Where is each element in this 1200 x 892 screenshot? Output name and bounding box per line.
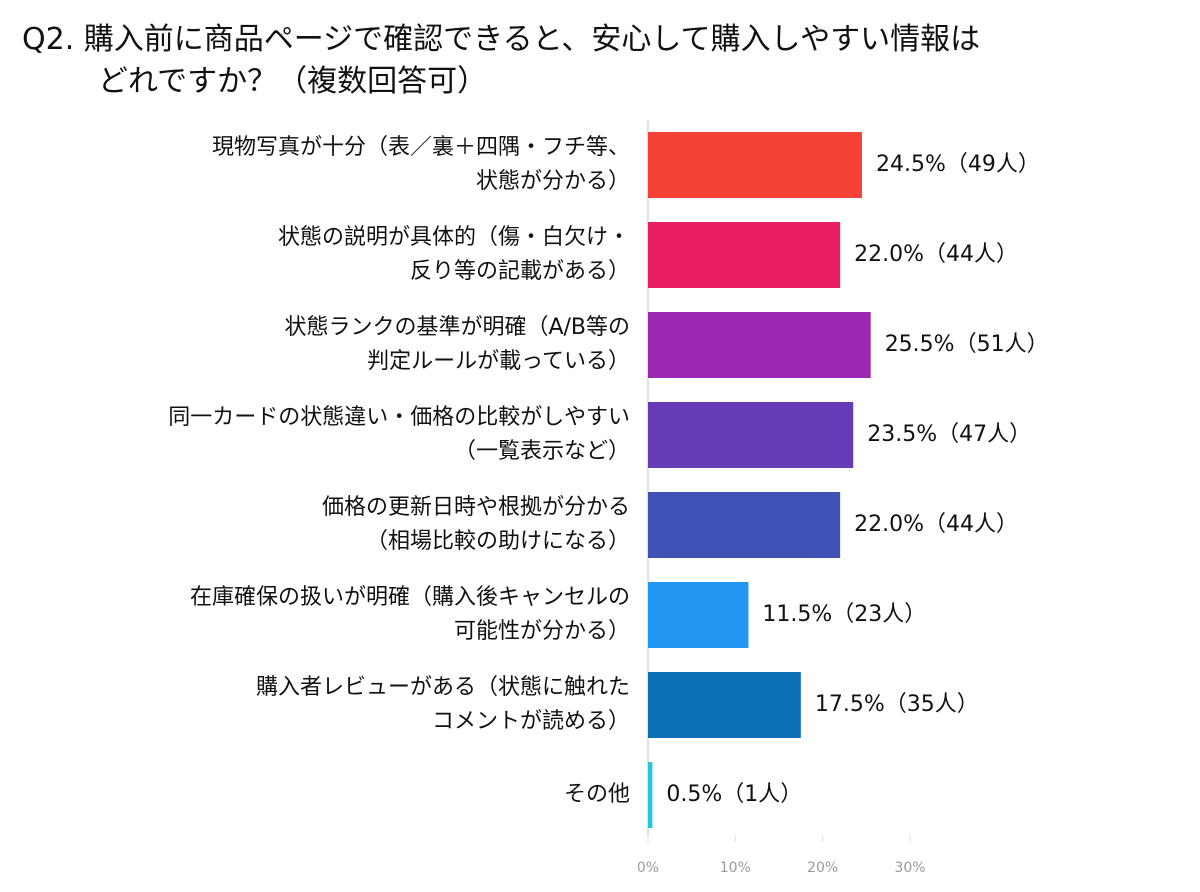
category-label: 現物写真が十分（表／裏＋四隅・フチ等、状態が分かる） bbox=[212, 135, 630, 194]
bar bbox=[648, 402, 854, 468]
value-label: 24.5%（49人） bbox=[876, 152, 1040, 177]
value-label: 23.5%（47人） bbox=[867, 422, 1031, 447]
x-tick-label: 0% bbox=[637, 860, 659, 876]
bar bbox=[648, 582, 749, 648]
bar bbox=[648, 762, 653, 828]
category-label: 同一カードの状態違い・価格の比較がしやすい（一覧表示など） bbox=[168, 405, 630, 464]
category-label: 価格の更新日時や根拠が分かる（相場比較の助けになる） bbox=[322, 495, 630, 554]
bar bbox=[648, 132, 862, 198]
x-tick-label: 10% bbox=[720, 860, 751, 876]
value-label: 22.0%（44人） bbox=[854, 242, 1018, 267]
bar bbox=[648, 672, 801, 738]
value-label: 11.5%（23人） bbox=[762, 602, 926, 627]
value-label: 17.5%（35人） bbox=[815, 692, 979, 717]
value-label: 22.0%（44人） bbox=[854, 512, 1018, 537]
value-label: 25.5%（51人） bbox=[885, 332, 1049, 357]
value-label: 0.5%（1人） bbox=[666, 782, 802, 807]
bar bbox=[648, 222, 841, 288]
x-tick-label: 20% bbox=[807, 860, 838, 876]
category-label: 状態の説明が具体的（傷・白欠け・反り等の記載がある） bbox=[278, 225, 630, 284]
category-label: 在庫確保の扱いが明確（購入後キャンセルの可能性が分かる） bbox=[190, 585, 630, 644]
bar bbox=[648, 492, 841, 558]
category-label: その他 bbox=[564, 782, 630, 807]
bar bbox=[648, 312, 871, 378]
chart-title: Q2. 購入前に商品ページで確認できると、安心して購入しやすい情報はどれですか？… bbox=[22, 22, 980, 99]
category-label: 状態ランクの基準が明確（A/B等の判定ルールが載っている） bbox=[284, 315, 630, 374]
x-tick-label: 30% bbox=[894, 860, 925, 876]
category-label: 購入者レビューがある（状態に触れたコメントが読める） bbox=[256, 675, 630, 734]
